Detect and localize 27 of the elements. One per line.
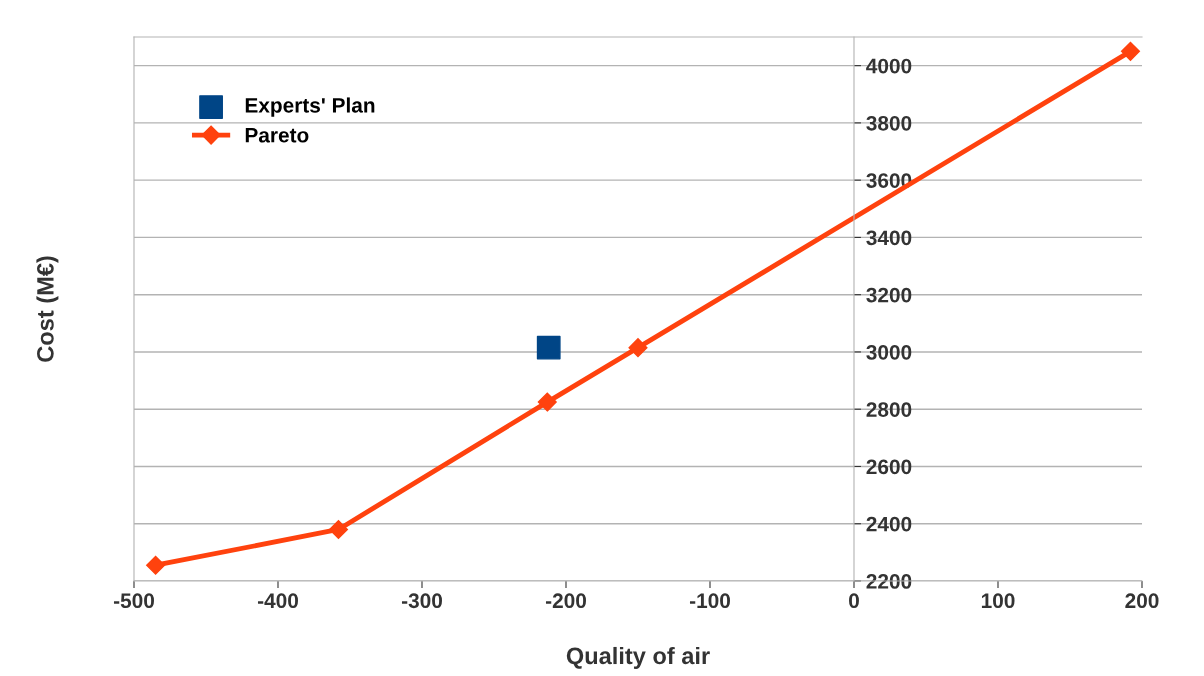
x-tick-label: 200 bbox=[1125, 593, 1159, 609]
x-tick-label: 0 bbox=[849, 593, 859, 609]
y-tick-label: 4000 bbox=[866, 58, 912, 74]
x-axis-title: Quality of air bbox=[566, 646, 710, 669]
y-tick-label: 3000 bbox=[866, 344, 912, 360]
point bbox=[1120, 41, 1141, 61]
legend-label: Experts' Plan bbox=[245, 97, 375, 117]
y-tick-label: 2200 bbox=[866, 574, 912, 589]
x-tick-label: -400 bbox=[257, 593, 298, 609]
y-tick-label: 3800 bbox=[866, 115, 912, 131]
point bbox=[628, 338, 648, 358]
point bbox=[146, 555, 166, 575]
point bbox=[537, 392, 557, 412]
y-tick-label: 2600 bbox=[866, 459, 912, 475]
point bbox=[536, 335, 561, 360]
x-tick-label: 100 bbox=[981, 593, 1015, 609]
y-tick-label: 2400 bbox=[866, 516, 912, 532]
point bbox=[328, 519, 349, 539]
x-tick-label: -200 bbox=[545, 593, 586, 609]
legend-label: Pareto bbox=[245, 128, 309, 143]
x-tick-label: -500 bbox=[113, 593, 154, 609]
y-tick-label: 3400 bbox=[866, 230, 912, 246]
x-tick-label: -100 bbox=[689, 593, 730, 609]
y-tick-label: 3200 bbox=[866, 287, 912, 303]
y-tick-label: 2800 bbox=[866, 402, 912, 417]
y-axis-title: Cost (M€) bbox=[36, 256, 59, 362]
x-tick-label: -300 bbox=[401, 593, 442, 609]
